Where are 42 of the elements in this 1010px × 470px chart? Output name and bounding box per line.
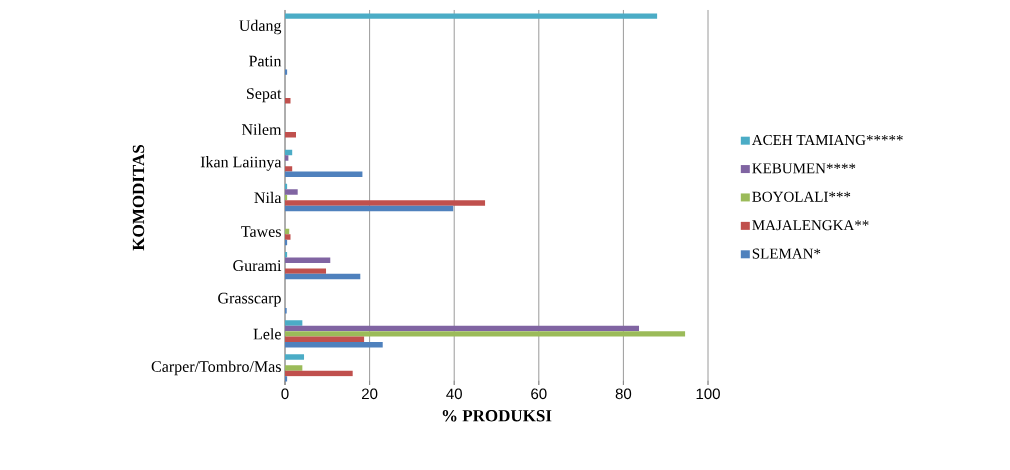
y-tick-label: Carper/Tombro/Mas	[151, 360, 281, 376]
y-axis-title: KOMODITAS	[132, 145, 145, 251]
x-tick-label: 80	[615, 388, 632, 400]
bar	[285, 342, 383, 348]
bar	[285, 200, 486, 206]
y-tick-label: Nila	[254, 191, 282, 204]
bar	[285, 234, 291, 240]
x-tick-label: 60	[531, 388, 547, 400]
legend-label: SLEMAN*	[752, 248, 821, 259]
bar	[285, 13, 658, 19]
legend-label: MAJALENGKA**	[752, 220, 869, 231]
y-tick-label: Grasscarp	[218, 292, 281, 307]
x-tick-label: 100	[696, 388, 720, 400]
bar	[285, 171, 363, 178]
bar	[285, 336, 365, 343]
y-tick-label: Gurami	[233, 260, 282, 272]
legend-label: KEBUMEN****	[752, 163, 856, 174]
bar	[285, 365, 303, 371]
x-tick-label: 0	[281, 388, 289, 400]
y-tick-label: Patin	[249, 55, 282, 67]
x-axis-title: % PRODUKSI	[442, 410, 552, 422]
bar	[285, 257, 331, 263]
bar	[285, 189, 298, 195]
x-tick-label: 20	[362, 388, 378, 400]
x-tick-label: 40	[446, 388, 462, 400]
bar	[285, 325, 640, 332]
y-tick-label: Sepat	[246, 88, 282, 103]
bar	[285, 166, 293, 172]
bar	[285, 205, 454, 212]
bar	[285, 320, 303, 326]
bar	[285, 354, 305, 360]
legend-label: BOYOLALI***	[752, 191, 851, 202]
y-tick-label: Ikan Laiinya	[200, 156, 282, 171]
bar	[285, 370, 353, 377]
bar	[285, 273, 361, 280]
bar	[285, 331, 686, 337]
y-tick-label: Nilem	[241, 123, 282, 135]
y-tick-label: Lele	[253, 328, 281, 340]
legend-label: ACEH TAMIANG*****	[751, 134, 903, 146]
y-tick-label: Udang	[239, 19, 282, 35]
y-tick-label: Tawes	[241, 226, 281, 237]
bar	[285, 268, 327, 274]
